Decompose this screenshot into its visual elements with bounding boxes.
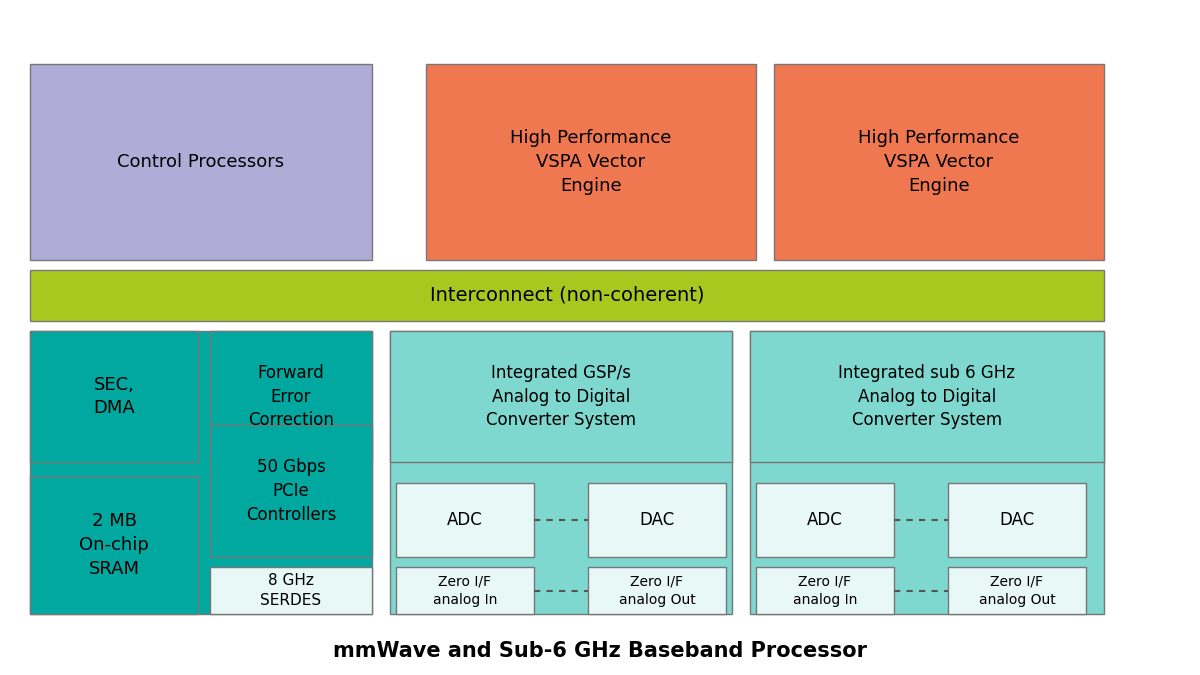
FancyBboxPatch shape (774, 64, 1104, 260)
Text: Integrated sub 6 GHz
Analog to Digital
Converter System: Integrated sub 6 GHz Analog to Digital C… (839, 364, 1015, 429)
FancyBboxPatch shape (30, 64, 372, 260)
Text: ADC: ADC (808, 511, 842, 529)
Text: Forward
Error
Correction: Forward Error Correction (248, 364, 334, 429)
FancyBboxPatch shape (390, 331, 732, 462)
Text: mmWave and Sub-6 GHz Baseband Processor: mmWave and Sub-6 GHz Baseband Processor (334, 641, 866, 662)
Text: High Performance
VSPA Vector
Engine: High Performance VSPA Vector Engine (510, 130, 672, 194)
Text: SEC,
DMA: SEC, DMA (94, 376, 134, 417)
FancyBboxPatch shape (210, 331, 372, 462)
Text: 2 MB
On-chip
SRAM: 2 MB On-chip SRAM (79, 512, 149, 578)
FancyBboxPatch shape (210, 425, 372, 557)
FancyBboxPatch shape (210, 567, 372, 614)
Text: Zero I/F
analog In: Zero I/F analog In (793, 574, 857, 607)
FancyBboxPatch shape (756, 483, 894, 557)
Text: High Performance
VSPA Vector
Engine: High Performance VSPA Vector Engine (858, 130, 1020, 194)
FancyBboxPatch shape (426, 64, 756, 260)
Text: 50 Gbps
PCIe
Controllers: 50 Gbps PCIe Controllers (246, 458, 336, 524)
FancyBboxPatch shape (30, 476, 198, 614)
FancyBboxPatch shape (396, 483, 534, 557)
FancyBboxPatch shape (756, 567, 894, 614)
FancyBboxPatch shape (588, 567, 726, 614)
FancyBboxPatch shape (750, 331, 1104, 462)
FancyBboxPatch shape (750, 331, 1104, 614)
FancyBboxPatch shape (390, 331, 732, 614)
FancyBboxPatch shape (588, 483, 726, 557)
FancyBboxPatch shape (30, 331, 372, 614)
Text: Zero I/F
analog Out: Zero I/F analog Out (619, 574, 695, 607)
Text: Interconnect (non-coherent): Interconnect (non-coherent) (430, 286, 704, 305)
Text: DAC: DAC (1000, 511, 1034, 529)
Text: Zero I/F
analog Out: Zero I/F analog Out (979, 574, 1055, 607)
Text: DAC: DAC (640, 511, 674, 529)
Text: Control Processors: Control Processors (118, 153, 284, 171)
Text: Zero I/F
analog In: Zero I/F analog In (433, 574, 497, 607)
FancyBboxPatch shape (30, 331, 198, 462)
FancyBboxPatch shape (396, 567, 534, 614)
Text: 8 GHz
SERDES: 8 GHz SERDES (260, 573, 322, 608)
FancyBboxPatch shape (948, 567, 1086, 614)
FancyBboxPatch shape (948, 483, 1086, 557)
FancyBboxPatch shape (30, 270, 1104, 321)
Text: Integrated GSP/s
Analog to Digital
Converter System: Integrated GSP/s Analog to Digital Conve… (486, 364, 636, 429)
Text: ADC: ADC (448, 511, 482, 529)
